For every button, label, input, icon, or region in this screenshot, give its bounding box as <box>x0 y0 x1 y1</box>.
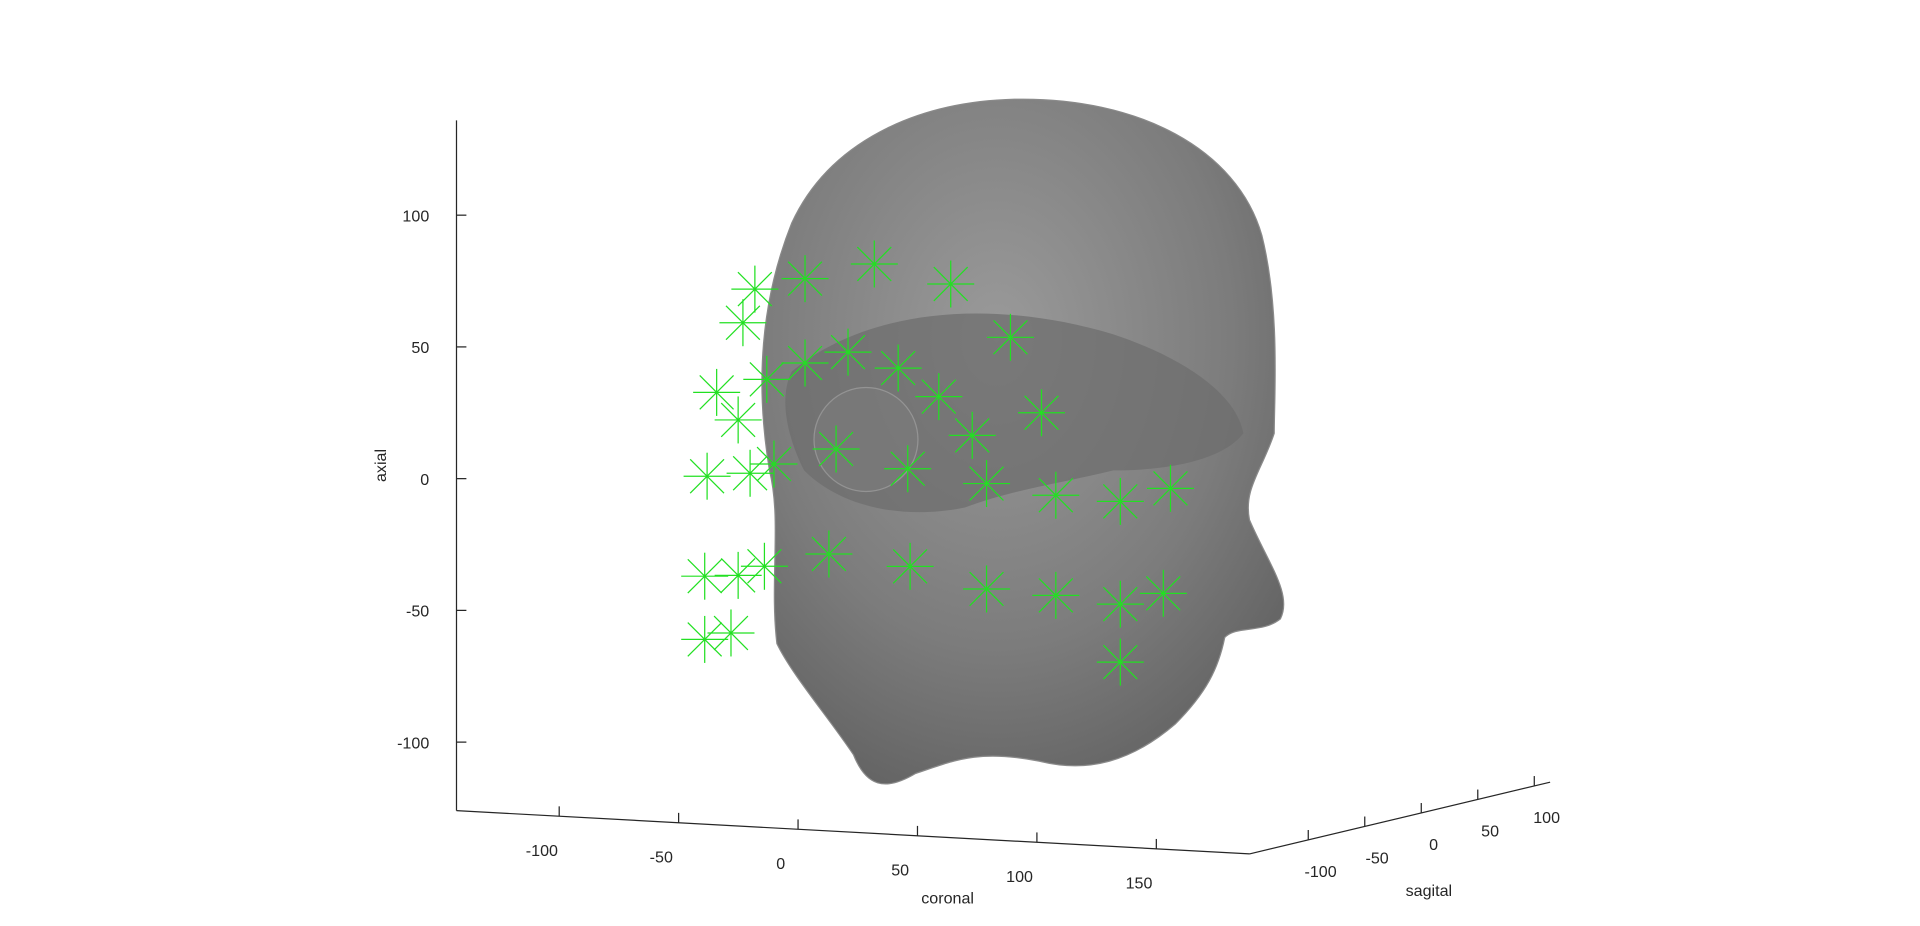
x-tick-label: 50 <box>891 861 909 879</box>
y-tick-label: 50 <box>1481 823 1499 841</box>
x-axis-label: coronal <box>921 889 974 907</box>
marker-star <box>1139 569 1187 617</box>
marker-star <box>824 328 872 376</box>
marker-star <box>1032 471 1080 519</box>
marker-star <box>781 255 829 303</box>
marker-star <box>812 425 860 473</box>
marker-star <box>884 445 932 493</box>
y-axis-line <box>1249 781 1551 855</box>
star-stroke <box>787 345 823 381</box>
y-tick-label: -100 <box>1305 863 1337 881</box>
marker-star <box>915 373 963 421</box>
star-stroke <box>1102 586 1138 622</box>
marker-star <box>707 609 755 657</box>
marker-star <box>1146 464 1194 512</box>
marker-star <box>740 542 788 590</box>
star-stroke <box>713 615 749 651</box>
marker-star <box>714 396 762 444</box>
star-stroke <box>1145 575 1181 611</box>
star-stroke <box>993 319 1028 355</box>
marker-star <box>743 355 791 403</box>
z-axis-label: axial <box>372 449 390 482</box>
marker-star <box>693 368 741 416</box>
star-stroke <box>880 350 916 386</box>
star-stroke <box>1102 644 1138 680</box>
marker-star <box>874 344 922 392</box>
star-stroke <box>890 451 926 487</box>
star-stroke <box>1024 395 1059 431</box>
star-stroke <box>933 266 969 302</box>
marker-star <box>850 240 898 288</box>
marker-star <box>750 440 798 488</box>
y-tick-label: 100 <box>1533 809 1560 827</box>
marker-star <box>963 565 1011 613</box>
marker-star <box>1096 477 1144 525</box>
star-stroke <box>747 548 782 584</box>
marker-star <box>886 542 934 590</box>
x-tick-label: -100 <box>526 842 558 860</box>
y-tick-label: -50 <box>1366 850 1389 868</box>
z-tick-label: -50 <box>406 603 429 621</box>
marker-star <box>963 460 1011 508</box>
star-stroke <box>1153 470 1188 506</box>
star-stroke <box>892 548 928 584</box>
star-stroke <box>687 558 723 594</box>
star-stroke <box>1038 477 1074 513</box>
z-tick-label: 100 <box>402 207 429 225</box>
star-stroke <box>725 305 761 341</box>
star-stroke <box>969 466 1004 501</box>
marker-star <box>714 551 762 599</box>
y-tick-label: 0 <box>1429 836 1438 854</box>
star-stroke <box>687 622 723 657</box>
marker-star <box>683 452 731 500</box>
star-stroke <box>689 458 725 494</box>
y-axis-label: sagital <box>1406 882 1452 900</box>
star-stroke <box>1102 484 1138 519</box>
star-stroke <box>818 431 854 467</box>
marker-star <box>1096 580 1144 628</box>
marker-star <box>681 615 729 663</box>
star-stroke <box>737 271 773 307</box>
star-stroke <box>969 571 1004 607</box>
marker-star <box>1017 389 1065 437</box>
star-stroke <box>699 375 735 410</box>
star-stroke <box>811 536 847 572</box>
marker-star <box>719 299 767 347</box>
star-stroke <box>720 558 756 593</box>
star-stroke <box>1038 578 1074 613</box>
z-tick-label: -100 <box>397 734 429 752</box>
z-tick-label: 50 <box>411 339 429 357</box>
marker-star <box>726 449 774 497</box>
star-stroke <box>732 455 768 491</box>
marker-star <box>1032 571 1080 619</box>
star-stroke <box>921 379 957 414</box>
x-tick-label: 150 <box>1126 874 1153 892</box>
z-tick-label: 0 <box>420 471 429 489</box>
x-axis-line <box>456 810 1250 855</box>
x-tick-label: 100 <box>1006 868 1033 886</box>
star-stroke <box>756 446 792 482</box>
x-tick-label: -50 <box>650 848 673 866</box>
marker-star <box>681 552 729 600</box>
star-stroke <box>830 334 866 370</box>
marker-star <box>805 530 853 578</box>
marker-star <box>927 260 975 308</box>
star-stroke <box>749 361 785 397</box>
x-tick-label: 0 <box>776 855 785 873</box>
star-stroke <box>720 402 756 438</box>
marker-star <box>986 313 1034 361</box>
marker-star <box>948 411 996 459</box>
star-stroke <box>787 261 823 297</box>
marker-star <box>781 339 829 387</box>
head-ear <box>813 386 919 493</box>
star-stroke <box>954 417 990 453</box>
marker-star <box>731 265 779 313</box>
star-stroke <box>856 246 892 282</box>
marker-star <box>1096 638 1144 686</box>
